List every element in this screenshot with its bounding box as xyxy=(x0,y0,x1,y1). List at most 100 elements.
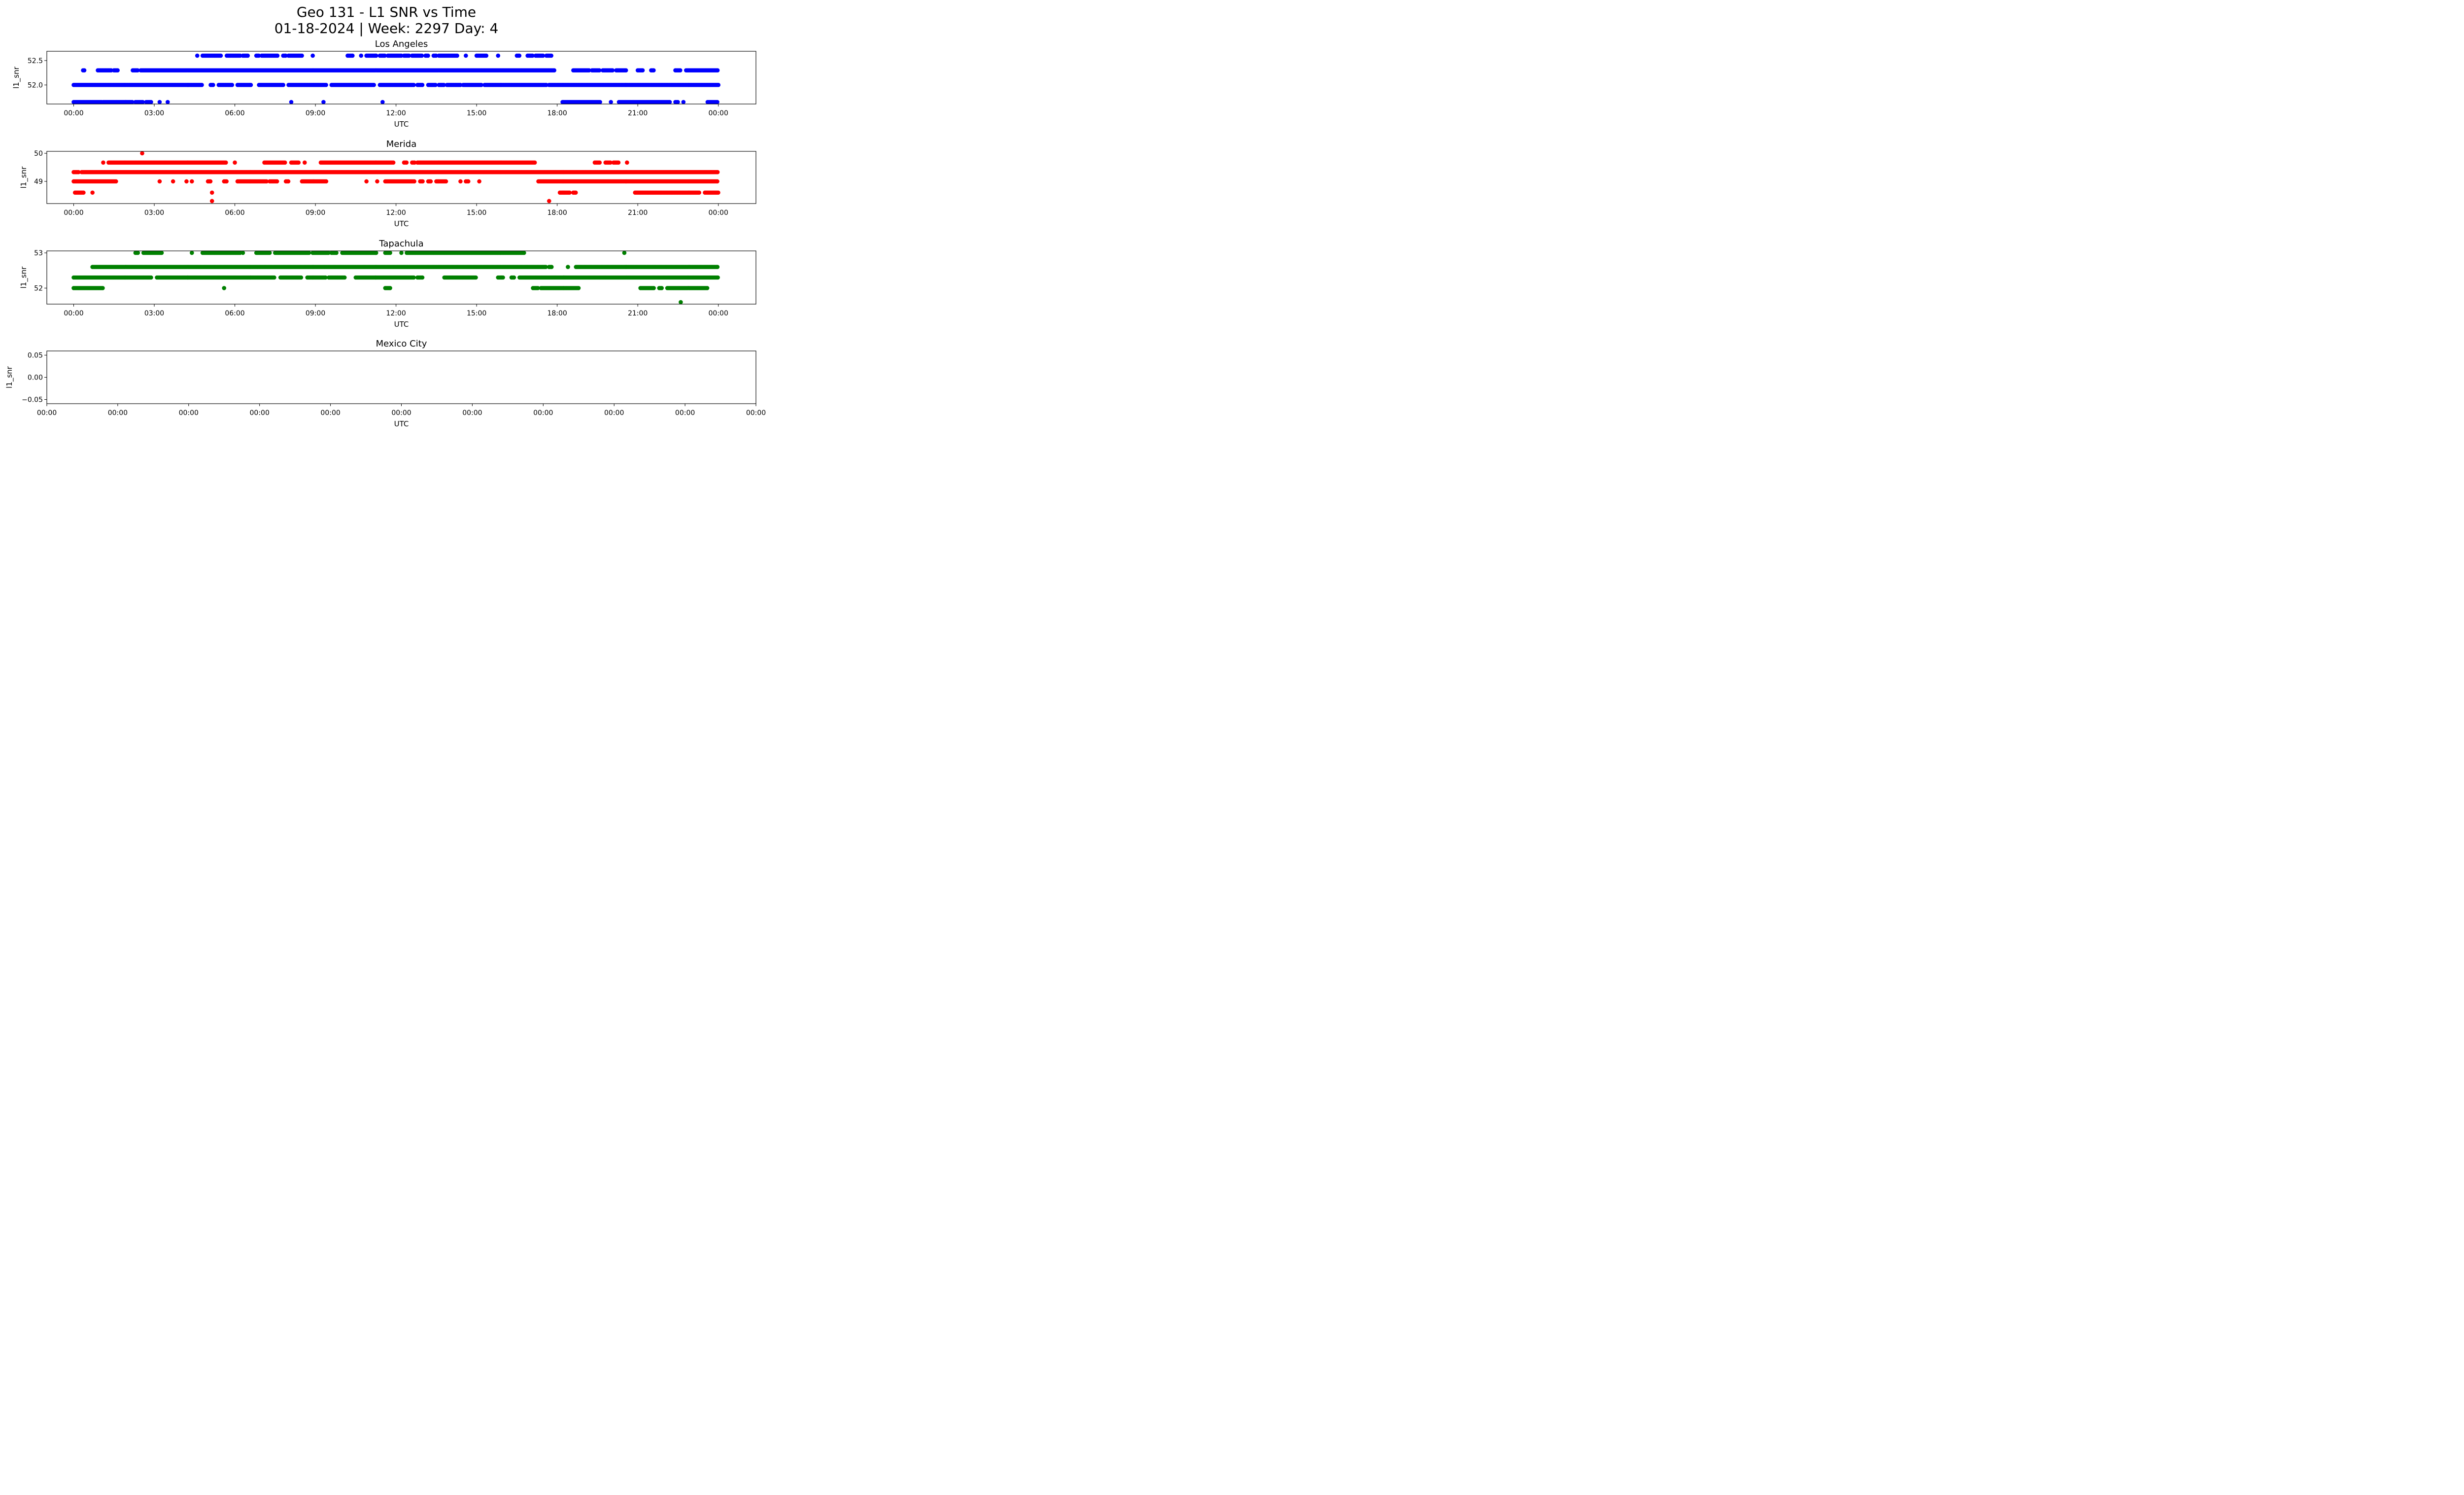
data-point xyxy=(211,83,215,87)
data-point xyxy=(716,190,720,195)
data-point xyxy=(208,179,213,184)
data-point xyxy=(597,160,602,165)
data-point xyxy=(324,83,328,87)
data-point xyxy=(419,53,424,58)
data-point xyxy=(496,53,501,58)
data-point xyxy=(391,160,396,165)
data-point xyxy=(715,179,719,184)
data-point xyxy=(484,53,489,58)
y-axis-label-mexico-city: l1_snr xyxy=(5,366,14,388)
points-los-angeles xyxy=(71,53,720,104)
data-point xyxy=(715,68,720,72)
data-point xyxy=(716,275,720,280)
data-point xyxy=(209,199,214,204)
data-point xyxy=(264,179,269,184)
data-point xyxy=(224,179,229,184)
data-point xyxy=(359,53,364,58)
data-point xyxy=(171,179,175,184)
data-point xyxy=(697,190,702,195)
data-point xyxy=(517,53,522,58)
data-point xyxy=(536,286,540,290)
y-tick-label: 53 xyxy=(34,249,43,257)
x-tick-label: 18:00 xyxy=(547,310,567,317)
data-point xyxy=(375,179,379,184)
data-point xyxy=(275,53,280,58)
data-point xyxy=(433,83,438,87)
axes-frame-los-angeles xyxy=(46,51,756,104)
x-tick-label: 12:00 xyxy=(386,209,406,217)
data-point xyxy=(382,53,387,58)
data-point xyxy=(576,286,581,290)
data-point xyxy=(444,179,448,184)
x-tick-label: 00:00 xyxy=(709,109,728,117)
points-merida xyxy=(71,151,720,204)
data-point xyxy=(240,250,245,255)
data-point xyxy=(544,265,548,269)
panel-tapachula: Tapachula 00:00 03:00 06:00 09:00 12:00 15:00 1… xyxy=(19,239,756,329)
y-axis-label-merida: l1_snr xyxy=(19,166,29,189)
x-tick-label: 00:00 xyxy=(64,109,83,117)
x-tick-label: 00:00 xyxy=(533,409,553,417)
data-point xyxy=(140,151,144,156)
panel-mexico-city: Mexico City 00:00 00:00 00:00 00:00 00:00 00:0… xyxy=(5,339,766,428)
figure-title-line1: Geo 131 - L1 SNR vs Time xyxy=(297,4,476,20)
data-point xyxy=(598,100,602,104)
x-tick-label: 00:00 xyxy=(391,409,411,417)
data-point xyxy=(388,286,392,290)
x-tick-label: 00:00 xyxy=(320,409,340,417)
data-point xyxy=(81,190,86,195)
data-point xyxy=(165,100,170,104)
x-tick-label: 12:00 xyxy=(386,310,406,317)
panel-title-merida: Merida xyxy=(386,139,416,149)
data-point xyxy=(233,160,237,165)
panel-los-angeles: Los Angeles 00:00 03:00 06:00 09:00 12:00 15:0… xyxy=(12,39,756,129)
data-point xyxy=(679,300,683,305)
data-point xyxy=(455,53,459,58)
panel-title-mexico-city: Mexico City xyxy=(376,339,427,349)
data-point xyxy=(659,286,664,290)
y-tick-label: 49 xyxy=(34,178,43,186)
data-point xyxy=(547,199,551,204)
data-point xyxy=(256,53,261,58)
x-tick-label: 21:00 xyxy=(628,209,648,217)
data-point xyxy=(412,160,417,165)
data-point xyxy=(411,83,416,87)
data-point xyxy=(101,286,105,290)
data-point xyxy=(623,68,628,72)
data-point xyxy=(412,179,416,184)
x-tick-label: 00:00 xyxy=(179,409,199,417)
data-point xyxy=(157,179,162,184)
data-point xyxy=(195,53,200,58)
data-point xyxy=(705,286,710,290)
data-point xyxy=(530,53,535,58)
data-point xyxy=(552,68,556,72)
data-point xyxy=(299,275,304,280)
data-point xyxy=(501,275,505,280)
data-point xyxy=(283,53,288,58)
data-point xyxy=(115,68,120,72)
y-tick-label: 0.00 xyxy=(28,374,43,382)
data-point xyxy=(190,250,194,255)
data-point xyxy=(323,275,328,280)
data-point xyxy=(715,265,720,269)
x-axis-label-mexico-city: UTC xyxy=(394,419,409,428)
x-tick-label: 21:00 xyxy=(628,109,648,117)
data-point xyxy=(218,53,223,58)
data-point xyxy=(466,179,471,184)
data-point xyxy=(209,190,214,195)
data-point xyxy=(434,53,439,58)
data-point xyxy=(676,100,680,104)
data-point xyxy=(286,179,291,184)
panel-merida: Merida 00:00 03:00 06:00 09:00 12:00 15:00 18:0… xyxy=(19,139,756,228)
data-point xyxy=(586,68,591,72)
data-point xyxy=(420,275,425,280)
data-point xyxy=(464,53,468,58)
x-tick-label: 15:00 xyxy=(467,209,486,217)
x-axis-label-tapachula: UTC xyxy=(394,320,409,329)
x-tick-label: 00:00 xyxy=(675,409,695,417)
x-tick-label: 00:00 xyxy=(250,409,270,417)
data-point xyxy=(399,250,404,255)
axes-frame-merida xyxy=(46,151,756,204)
x-tick-label: 00:00 xyxy=(709,209,728,217)
data-point xyxy=(310,53,315,58)
